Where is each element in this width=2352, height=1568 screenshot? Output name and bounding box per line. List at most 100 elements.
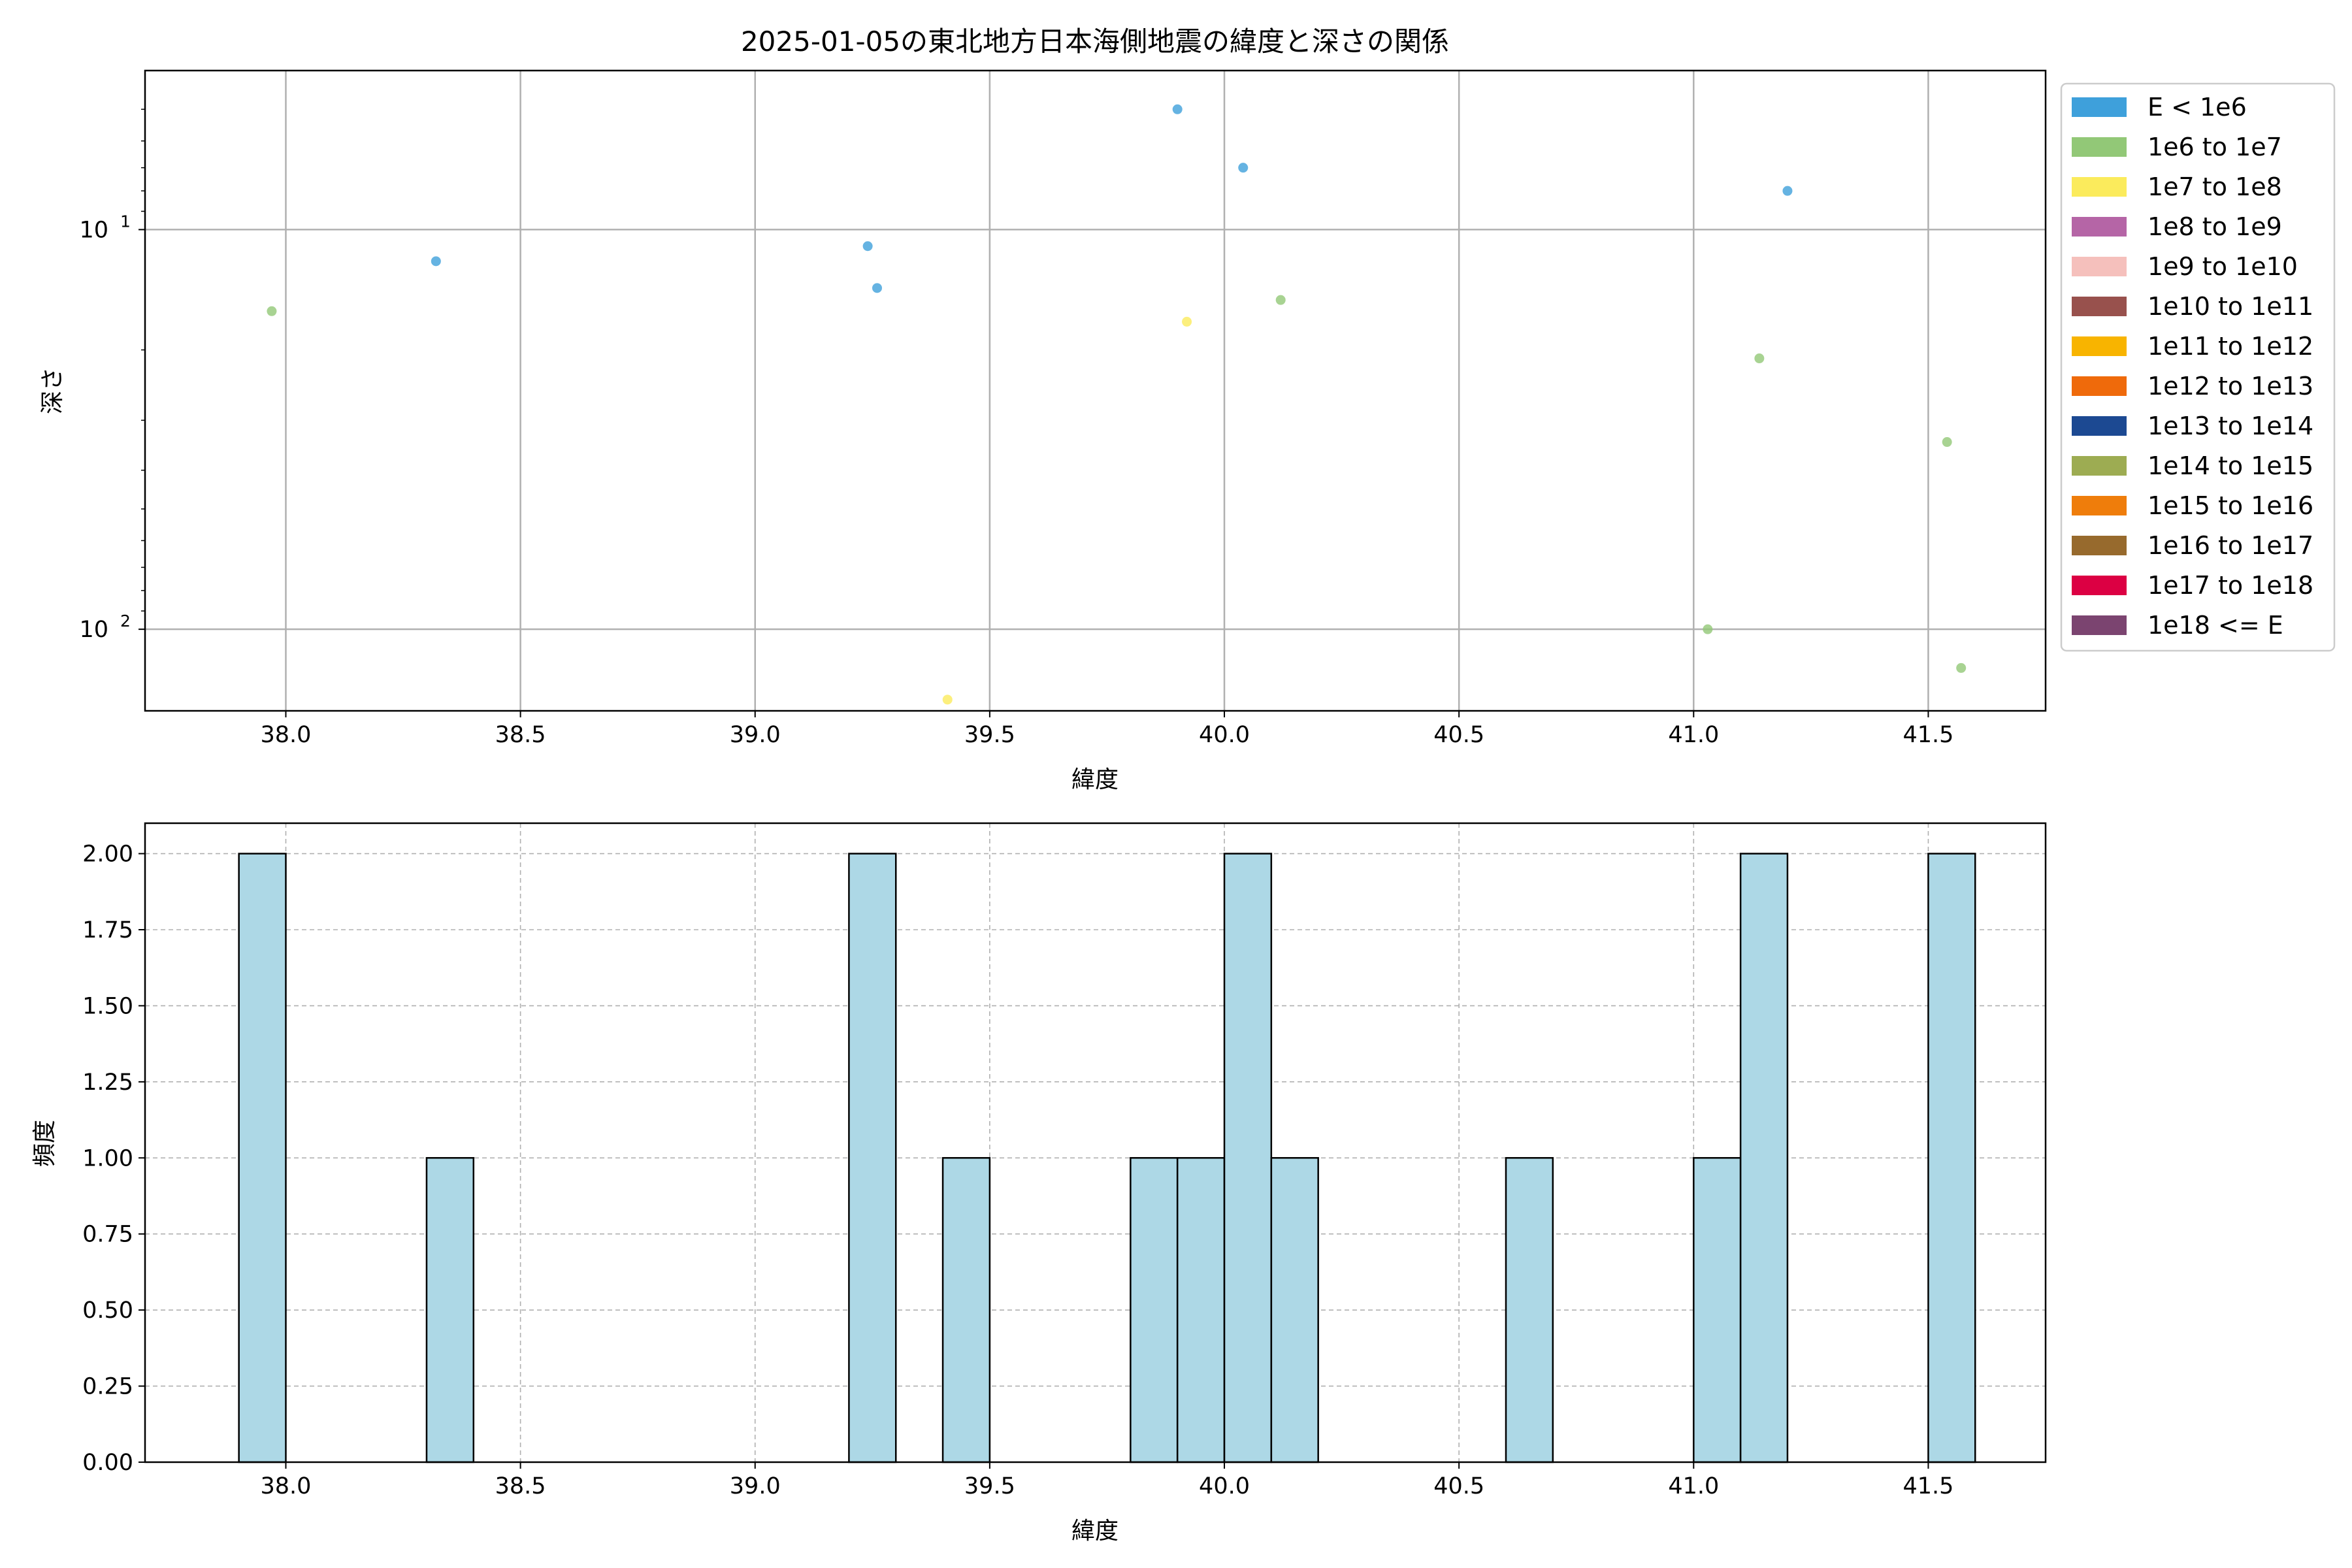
legend-label: 1e9 to 1e10 (2148, 252, 2298, 281)
histogram-bar (1739, 853, 1789, 1463)
histogram-x-tick-label: 40.0 (1199, 1473, 1250, 1499)
histogram-bar (1505, 1157, 1554, 1463)
legend-label: 1e18 <= E (2148, 611, 2283, 640)
scatter-panel: 2025-01-05の東北地方日本海側地震の緯度と深さの関係 38.0 38.5 3… (39, 25, 2336, 793)
histogram-bar (848, 853, 897, 1463)
scatter-point (872, 283, 883, 293)
legend-label: E < 1e6 (2148, 93, 2247, 122)
histogram-bar (1176, 1157, 1226, 1463)
histogram-y-tick-label: 2.00 (82, 841, 133, 868)
legend-label: 1e14 to 1e15 (2148, 451, 2313, 480)
histogram-bar (1130, 1157, 1179, 1463)
histogram-y-tick-label: 0.50 (82, 1298, 133, 1324)
histogram-bar (238, 853, 287, 1463)
scatter-point (1703, 624, 1713, 634)
histogram-x-tick-label: 39.5 (964, 1473, 1015, 1499)
scatter-y-tick-base: 10 (79, 617, 108, 643)
scatter-x-tick-label: 40.0 (1199, 722, 1250, 748)
scatter-title: 2025-01-05の東北地方日本海側地震の緯度と深さの関係 (741, 25, 1449, 57)
histogram-x-ticks: 38.0 38.5 39.0 39.5 40.0 40.5 41.0 41.5 (261, 1462, 1953, 1499)
legend-label: 1e12 to 1e13 (2148, 372, 2313, 400)
scatter-y-ticks: 10 1 10 2 (79, 108, 145, 643)
histogram-bar (1270, 1157, 1319, 1463)
legend-swatch (2072, 416, 2127, 436)
scatter-points (267, 104, 1967, 705)
legend-swatch (2072, 615, 2127, 635)
legend-swatch (2072, 97, 2127, 117)
scatter-x-tick-label: 41.0 (1668, 722, 1719, 748)
legend-swatch (2072, 217, 2127, 237)
histogram-x-tick-label: 38.0 (261, 1473, 312, 1499)
legend-swatch (2072, 297, 2127, 316)
scatter-point (1172, 104, 1183, 114)
scatter-y-tick-label: 10 (79, 217, 108, 243)
legend-swatch (2072, 177, 2127, 197)
histogram-x-tick-label: 40.5 (1433, 1473, 1484, 1499)
legend-swatch (2072, 536, 2127, 555)
legend-label: 1e13 to 1e14 (2148, 412, 2313, 440)
scatter-x-tick-label: 39.5 (964, 722, 1015, 748)
histogram-plot-frame (144, 822, 2047, 1463)
scatter-point (1956, 662, 1967, 673)
legend-label: 1e6 to 1e7 (2148, 133, 2282, 161)
legend-label: 1e10 to 1e11 (2148, 292, 2313, 321)
scatter-point (431, 256, 441, 267)
scatter-y-tick-base: 10 (79, 217, 108, 243)
histogram-x-axis-label: 緯度 (1071, 1518, 1119, 1544)
histogram-bar (1927, 853, 1976, 1463)
legend-label: 1e11 to 1e12 (2148, 332, 2313, 361)
legend-label: 1e7 to 1e8 (2148, 172, 2282, 201)
legend: E < 1e6 1e6 to 1e7 1e7 to 1e8 1e8 to 1e9 1e9… (2060, 82, 2336, 652)
legend-swatch (2072, 137, 2127, 157)
histogram-x-tick-label: 41.5 (1903, 1473, 1953, 1499)
histogram-y-tick-label: 1.50 (82, 993, 133, 1019)
legend-swatch (2072, 576, 2127, 595)
scatter-y-tick-exponent: 1 (120, 212, 131, 231)
histogram-panel: 38.0 38.5 39.0 39.5 40.0 40.5 41.0 41.5 0.00 0.2… (31, 822, 2047, 1544)
legend-frame (2060, 82, 2336, 652)
legend-swatch (2072, 257, 2127, 276)
histogram-bar (1223, 853, 1273, 1463)
histogram-y-tick-label: 0.75 (82, 1222, 133, 1248)
scatter-point (1782, 186, 1793, 196)
histogram-y-tick-label: 1.75 (82, 917, 133, 943)
scatter-x-tick-label: 39.0 (730, 722, 781, 748)
legend-swatch (2072, 336, 2127, 356)
histogram-bar (941, 1157, 991, 1463)
histogram-y-tick-label: 0.25 (82, 1374, 133, 1400)
legend-label: 1e8 to 1e9 (2148, 212, 2282, 241)
scatter-y-tick-exponent: 2 (120, 612, 131, 630)
histogram-y-tick-label: 0.00 (82, 1450, 133, 1476)
legend-label: 1e15 to 1e16 (2148, 491, 2313, 520)
histogram-y-tick-label: 1.00 (82, 1145, 133, 1171)
scatter-point (1942, 437, 1952, 448)
histogram-bar (425, 1157, 475, 1463)
histogram-bars (238, 853, 1976, 1463)
scatter-x-axis-label: 緯度 (1071, 766, 1119, 793)
legend-label: 1e16 to 1e17 (2148, 531, 2313, 560)
legend-swatch (2072, 456, 2127, 476)
scatter-y-axis-label: 深さ (39, 367, 66, 414)
scatter-plot-frame (144, 69, 2047, 712)
scatter-point (1238, 163, 1249, 173)
histogram-x-tick-label: 39.0 (730, 1473, 781, 1499)
scatter-grid (145, 71, 2046, 711)
legend-swatch (2072, 376, 2127, 396)
histogram-x-tick-label: 41.0 (1668, 1473, 1719, 1499)
legend-swatch (2072, 496, 2127, 515)
histogram-y-tick-label: 1.25 (82, 1070, 133, 1096)
scatter-point (862, 241, 873, 252)
scatter-x-tick-label: 41.5 (1903, 722, 1953, 748)
histogram-y-ticks: 0.00 0.25 0.50 0.75 1.00 1.25 1.50 1.75 2.00 (82, 841, 145, 1476)
scatter-point (267, 306, 277, 316)
scatter-x-tick-label: 40.5 (1433, 722, 1484, 748)
histogram-bar (1693, 1157, 1742, 1463)
histogram-y-axis-label: 頻度 (31, 1120, 58, 1167)
scatter-point (1182, 316, 1192, 327)
legend-label: 1e17 to 1e18 (2148, 571, 2313, 600)
scatter-point (1275, 295, 1286, 305)
scatter-x-tick-label: 38.5 (495, 722, 546, 748)
histogram-x-tick-label: 38.5 (495, 1473, 546, 1499)
scatter-x-tick-label: 38.0 (261, 722, 312, 748)
scatter-point (942, 694, 953, 705)
